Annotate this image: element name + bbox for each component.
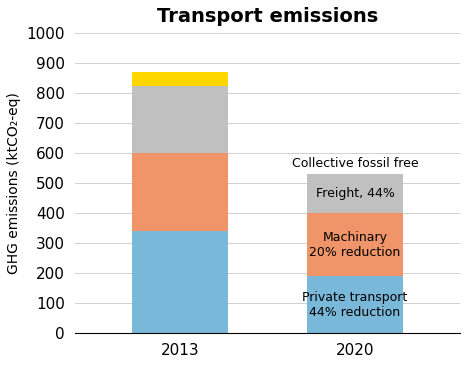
Bar [132, 86, 228, 153]
Title: Transport emissions: Transport emissions [157, 7, 378, 26]
Text: Machinary
20% reduction: Machinary 20% reduction [309, 231, 401, 259]
Bar [132, 153, 228, 231]
Text: Freight, 44%: Freight, 44% [316, 187, 395, 200]
Bar [307, 174, 403, 213]
Bar [132, 72, 228, 86]
Bar [307, 276, 403, 333]
Text: Collective fossil free: Collective fossil free [292, 157, 418, 170]
Bar [307, 213, 403, 276]
Y-axis label: GHG emissions (ktCO₂-eq): GHG emissions (ktCO₂-eq) [7, 92, 21, 274]
Bar [132, 231, 228, 333]
Text: Private transport
44% reduction: Private transport 44% reduction [302, 291, 408, 319]
